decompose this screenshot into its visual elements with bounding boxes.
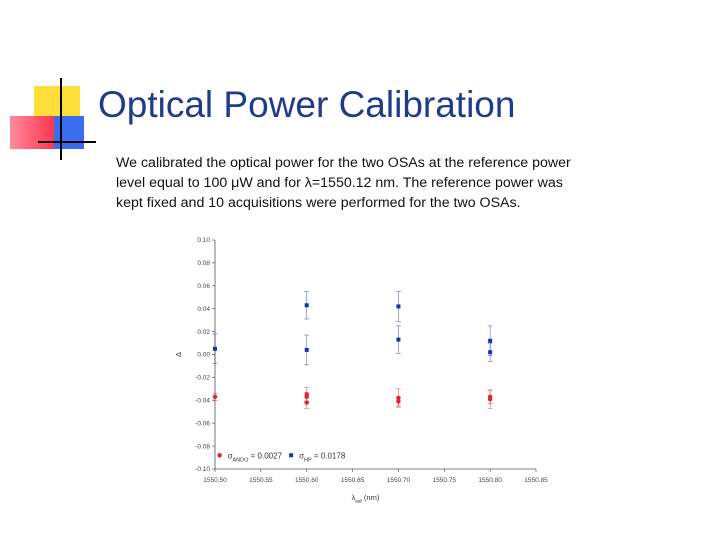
legend-marker <box>217 453 222 458</box>
paragraph-line: level equal to 100 μW and for λ=1550.12 … <box>116 175 563 191</box>
legend-label: σANDO = 0.0027 <box>228 451 283 463</box>
data-point-circle <box>487 396 493 402</box>
paragraph-line: We calibrated the optical power for the … <box>116 155 571 171</box>
data-point-square <box>396 337 401 342</box>
y-tick-label: 0.06 <box>197 283 210 290</box>
y-tick-label: 0.02 <box>197 329 210 336</box>
x-tick-label: 1550.85 <box>524 477 548 484</box>
x-tick-label: 1550.70 <box>387 477 411 484</box>
x-tick-label: 1550.65 <box>341 477 365 484</box>
x-tick-label: 1550.80 <box>478 477 502 484</box>
slide-paragraph: We calibrated the optical power for the … <box>116 153 672 213</box>
x-tick-label: 1550.55 <box>249 477 273 484</box>
y-tick-label: 0.10 <box>197 237 210 244</box>
data-point-square <box>488 338 493 343</box>
data-point-square <box>213 346 217 351</box>
y-tick-label: 0.04 <box>197 306 210 313</box>
legend-label: σHP = 0.0178 <box>299 451 346 463</box>
decor-blue-block <box>54 116 84 149</box>
decor-red-block <box>10 116 54 149</box>
legend-marker <box>289 453 294 458</box>
data-point-square <box>304 347 309 352</box>
x-tick-label: 1550.75 <box>433 477 457 484</box>
calibration-scatter-chart: 0.10 0.08 0.06 0.04 0.02 0.00 -0.02 -0.04 -0.06 -… <box>174 237 548 505</box>
data-point-circle <box>212 394 218 400</box>
x-tick-label: 1550.50 <box>203 477 227 484</box>
y-tick-label: -0.10 <box>195 466 210 473</box>
y-axis-label: Δ <box>174 352 183 357</box>
y-tick-label: 0.08 <box>197 260 210 267</box>
slide-title: Optical Power Calibration <box>98 84 516 125</box>
data-point-square <box>304 303 309 308</box>
paragraph-line: kept fixed and 10 acquisitions were perf… <box>116 195 521 211</box>
y-tick-label: -0.08 <box>195 443 210 450</box>
y-tick-label: -0.04 <box>195 398 210 405</box>
y-tick-label: 0.00 <box>197 352 210 359</box>
x-tick-label: 1550.60 <box>295 477 319 484</box>
data-point-square <box>396 304 401 309</box>
y-tick-label: -0.06 <box>195 420 210 427</box>
decor-horizontal-rule <box>38 141 96 143</box>
decor-vertical-rule <box>60 78 62 160</box>
x-axis-label: λref (nm) <box>352 493 380 505</box>
data-point-circle <box>304 400 309 405</box>
data-point-square <box>488 350 493 355</box>
data-point-circle <box>396 399 401 404</box>
y-tick-label: -0.02 <box>195 375 210 382</box>
